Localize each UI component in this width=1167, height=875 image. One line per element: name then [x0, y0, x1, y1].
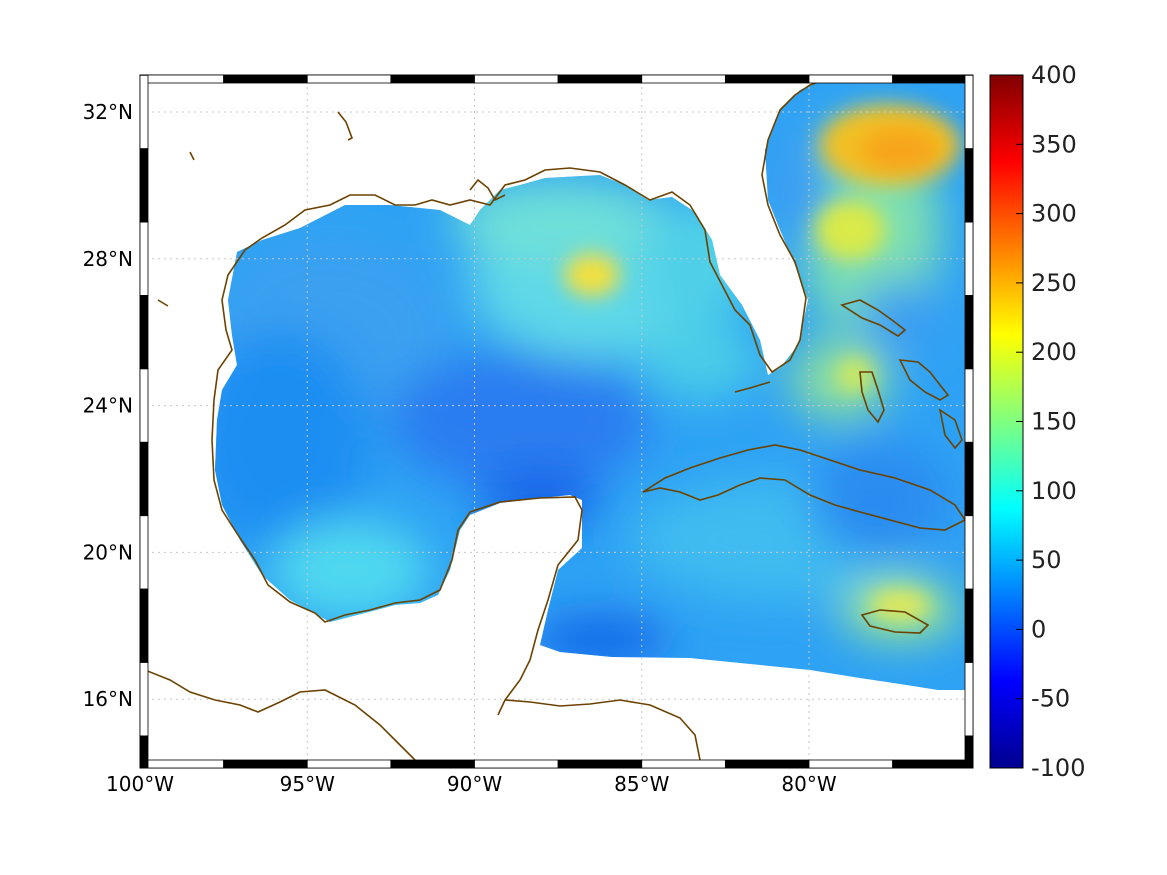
border-segment-bottom: [892, 759, 974, 769]
border-segment-right: [964, 735, 974, 769]
border-segment-bottom: [724, 759, 810, 769]
colorbar-label: 50: [1031, 546, 1062, 574]
border-segment-left: [139, 221, 149, 296]
border-segment-right: [964, 368, 974, 443]
border-segment-top: [139, 74, 225, 84]
border-segment-top: [223, 74, 308, 84]
colorbar-label: 400: [1031, 61, 1077, 89]
colorbar-label: 0: [1031, 615, 1046, 643]
border-segment-top: [724, 74, 810, 84]
coastline-layer: [148, 83, 965, 760]
border-segment-right: [964, 515, 974, 590]
latitude-label: 20°N: [83, 540, 133, 564]
border-segment-bottom: [808, 759, 894, 769]
colorbar-label: 100: [1031, 477, 1077, 505]
colorbar-label: -50: [1031, 685, 1070, 713]
border-segment-bottom: [557, 759, 643, 769]
border-segment-right: [964, 148, 974, 223]
coastline: [148, 670, 417, 760]
latitude-label: 32°N: [83, 100, 133, 124]
colorbar: 400 350 300 250 200 150 100 50 0 -50 -100: [989, 61, 1085, 782]
border-segment-right: [964, 74, 974, 150]
border-segment-right: [964, 662, 974, 737]
border-segment-bottom: [306, 759, 392, 769]
coastline: [938, 408, 963, 450]
border-segment-right: [964, 221, 974, 296]
coastline: [642, 444, 965, 531]
coastline: [157, 299, 169, 307]
colorbar-label: -100: [1031, 754, 1085, 782]
border-segment-top: [474, 74, 559, 84]
colorbar-label: 200: [1031, 338, 1077, 366]
border-segment-left: [139, 735, 149, 769]
map-border: [139, 74, 974, 769]
coastline: [504, 699, 701, 760]
colorbar-labels: 400 350 300 250 200 150 100 50 0 -50 -100: [1016, 61, 1085, 782]
border-segment-left: [139, 515, 149, 590]
longitude-label: 100°W: [106, 772, 174, 796]
colorbar-label: 300: [1031, 200, 1077, 228]
border-segment-right: [964, 295, 974, 370]
border-segment-right: [964, 588, 974, 663]
latitude-label: 28°N: [83, 247, 133, 271]
border-segment-left: [139, 74, 149, 150]
border-segment-bottom: [390, 759, 475, 769]
coastline: [859, 371, 885, 424]
longitude-label: 90°W: [447, 772, 502, 796]
border-segment-left: [139, 295, 149, 370]
longitude-label: 95°W: [280, 772, 335, 796]
colorbar-label: 350: [1031, 130, 1077, 158]
field-hotspots: [564, 105, 960, 620]
latitude-label: 16°N: [83, 687, 133, 711]
coastline: [898, 359, 950, 401]
latitude-label: 24°N: [83, 394, 133, 418]
border-segment-left: [139, 441, 149, 517]
border-segment-bottom: [641, 759, 726, 769]
latitude-labels: 32°N 28°N 24°N 20°N 16°N: [83, 100, 133, 711]
border-segment-left: [139, 588, 149, 663]
border-segment-top: [641, 74, 726, 84]
coastline: [189, 151, 195, 161]
colorbar-label: 250: [1031, 269, 1077, 297]
border-segment-left: [139, 148, 149, 223]
coastline: [469, 178, 506, 202]
coastline: [211, 83, 818, 716]
longitude-label: 80°W: [781, 772, 836, 796]
longitude-labels: 100°W 95°W 90°W 85°W 80°W: [106, 772, 837, 796]
border-segment-top: [390, 74, 475, 84]
border-segment-bottom: [474, 759, 559, 769]
coastline: [734, 381, 771, 393]
border-segment-left: [139, 368, 149, 443]
border-segment-top: [557, 74, 643, 84]
border-segment-top: [892, 74, 974, 84]
longitude-label: 85°W: [614, 772, 669, 796]
coastline: [840, 299, 907, 337]
colorbar-label: 150: [1031, 408, 1077, 436]
coastline: [337, 111, 354, 141]
border-segment-left: [139, 662, 149, 737]
border-segment-bottom: [223, 759, 308, 769]
border-segment-bottom: [139, 759, 225, 769]
border-segment-top: [808, 74, 894, 84]
map-grid: [140, 75, 973, 768]
border-segment-top: [306, 74, 392, 84]
border-segment-right: [964, 441, 974, 517]
coastline: [860, 609, 930, 634]
